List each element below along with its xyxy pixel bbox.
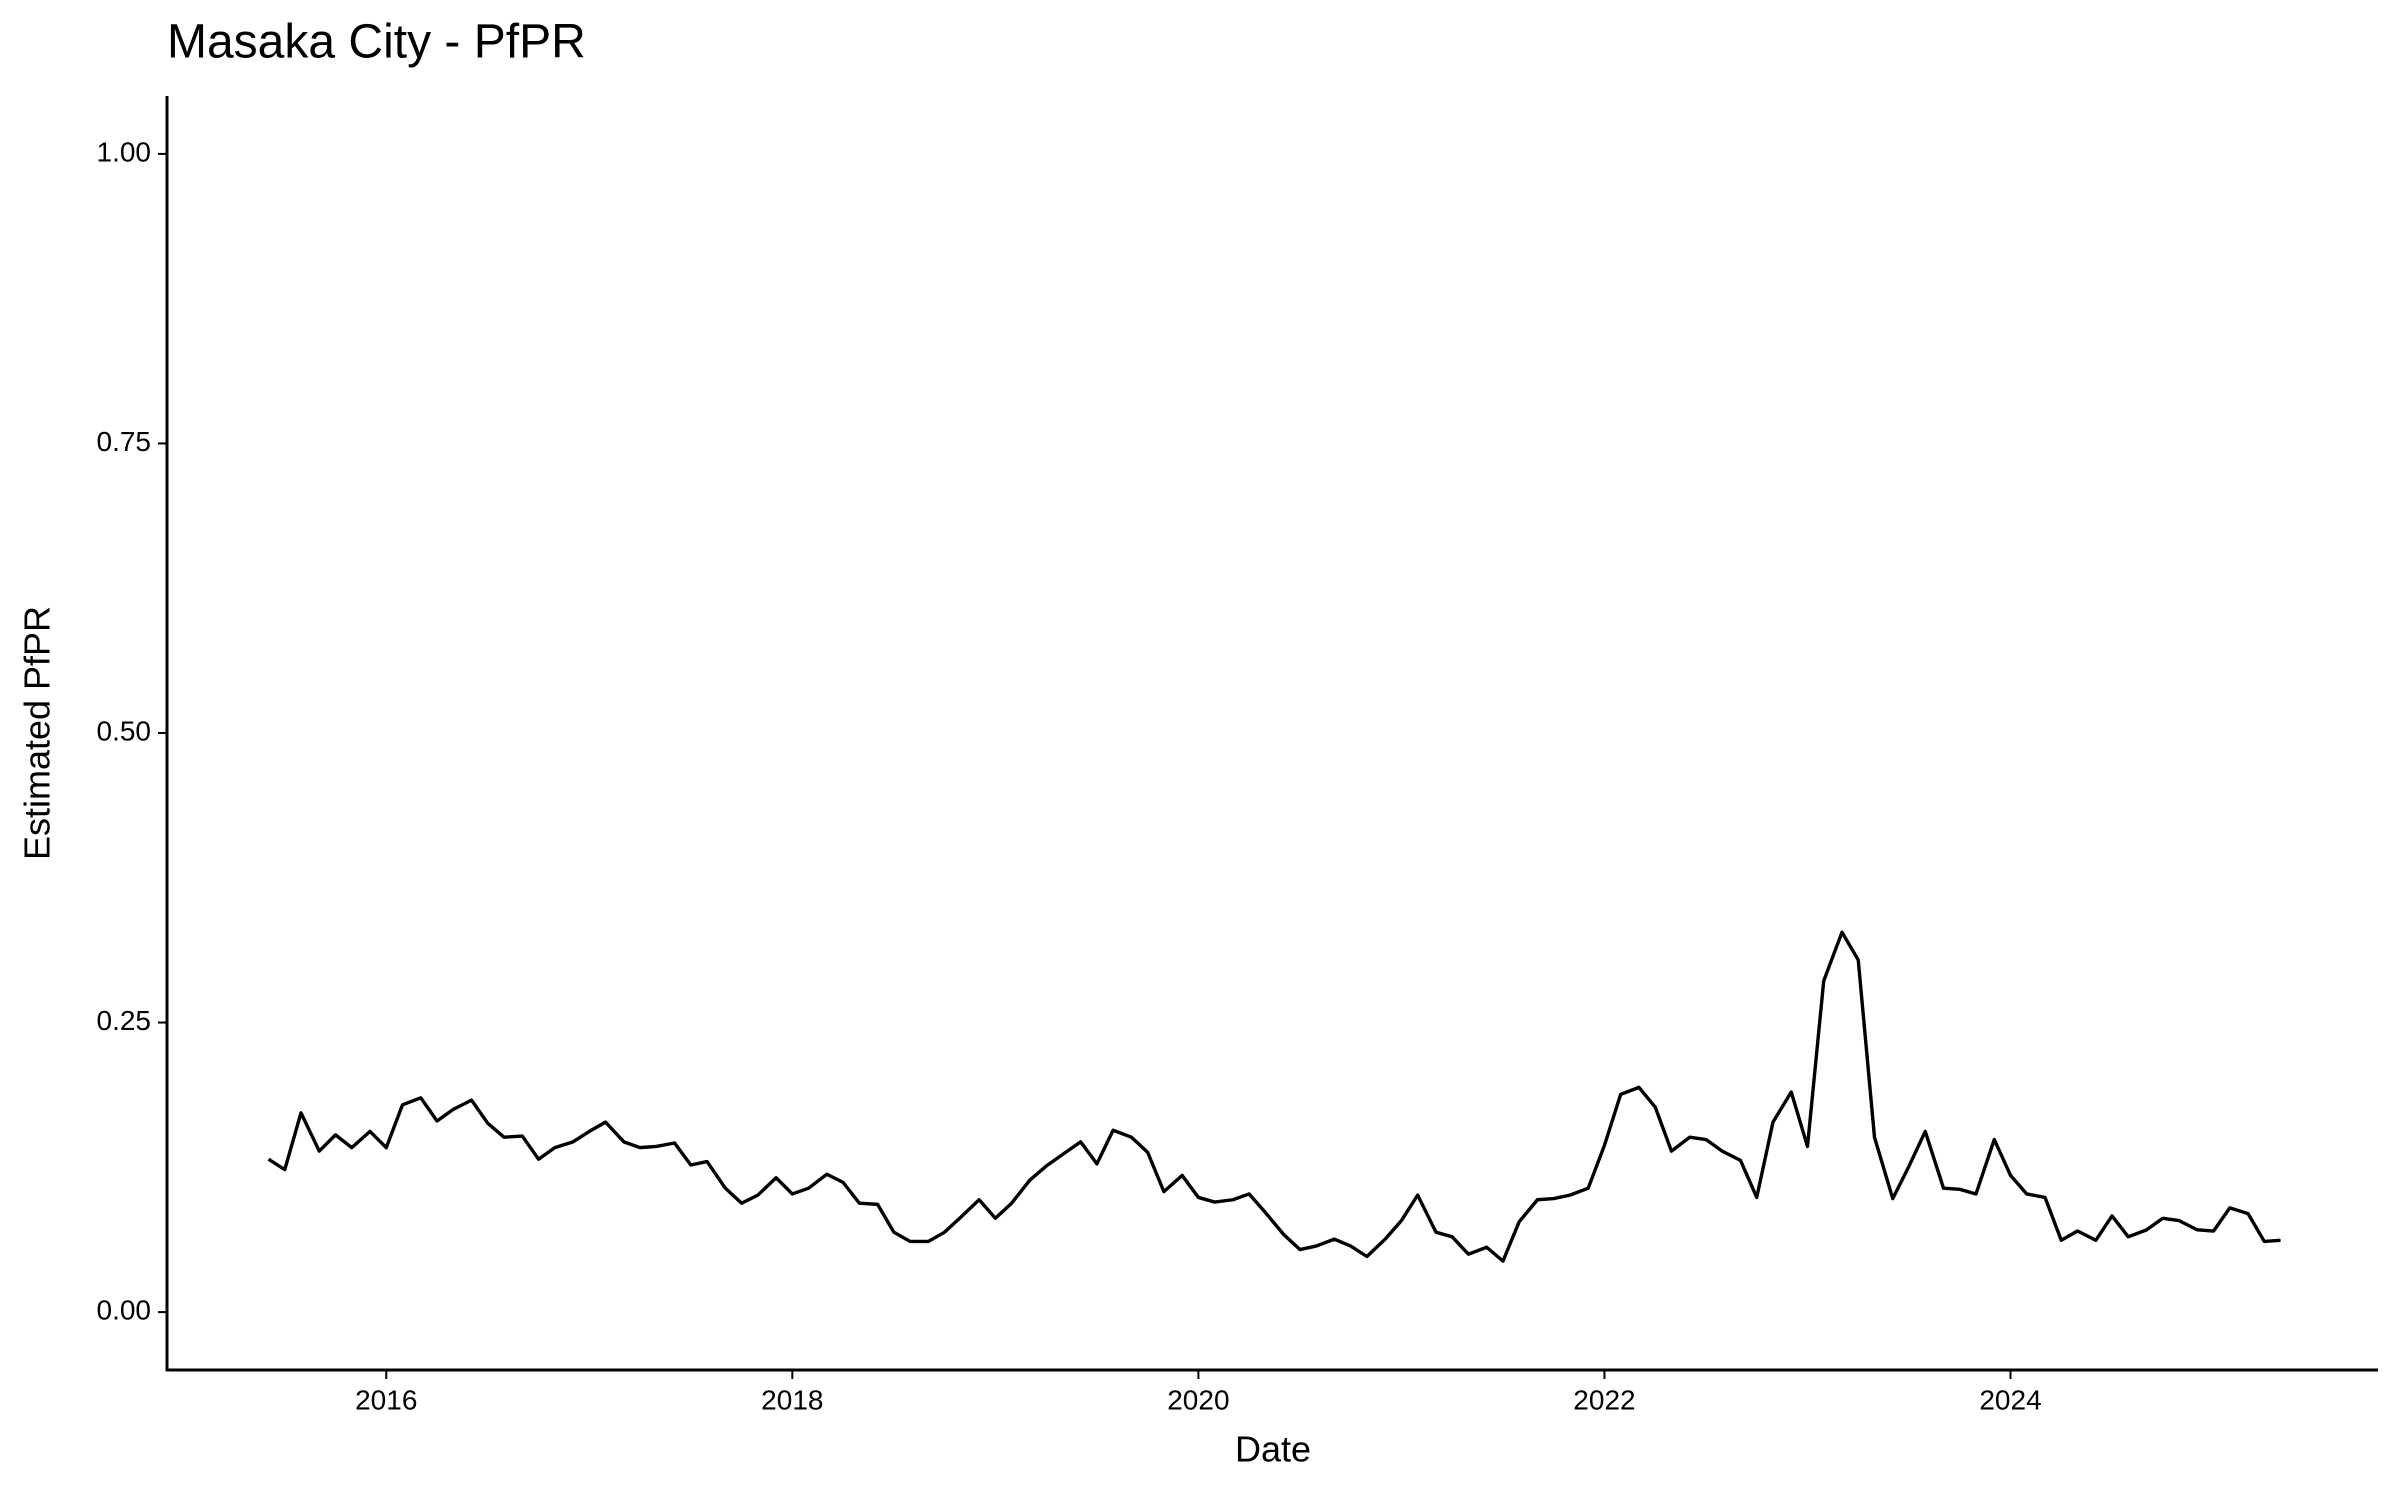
x-axis-title: Date — [1235, 1429, 1311, 1470]
x-tick-label: 2020 — [1167, 1384, 1229, 1415]
y-tick-label: 1.00 — [97, 136, 152, 167]
data-line — [267, 930, 2281, 1263]
x-tick-label: 2016 — [355, 1384, 417, 1415]
x-tick-label: 2024 — [1979, 1384, 2041, 1415]
y-axis-title: Estimated PfPR — [17, 606, 58, 860]
y-tick-label: 0.75 — [97, 426, 152, 457]
x-tick-label: 2022 — [1573, 1384, 1635, 1415]
y-tick-label: 0.50 — [97, 715, 152, 746]
y-tick-label: 0.25 — [97, 1005, 152, 1036]
y-tick-label: 0.00 — [97, 1294, 152, 1325]
x-tick-label: 2018 — [761, 1384, 823, 1415]
chart-title: Masaka City - PfPR — [167, 16, 586, 69]
